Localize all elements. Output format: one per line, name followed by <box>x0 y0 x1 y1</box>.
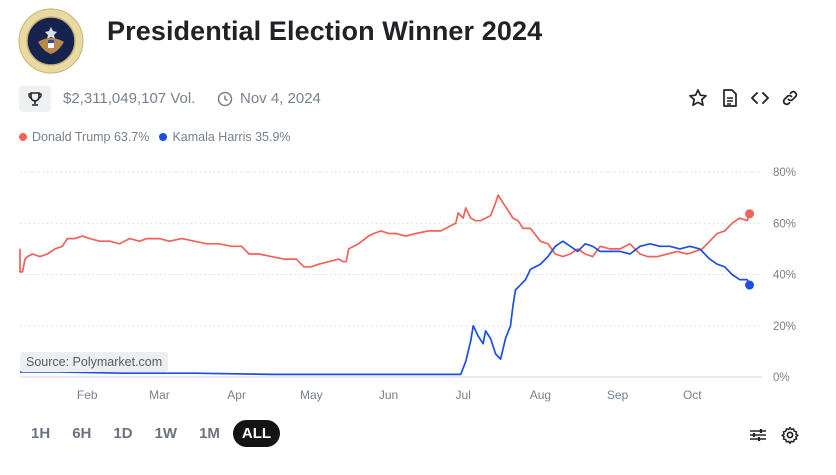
legend-item-harris: Kamala Harris 35.9% <box>159 130 291 144</box>
y-tick-label: 60% <box>773 218 796 230</box>
clock-icon <box>217 91 233 107</box>
embed-button[interactable] <box>748 86 772 110</box>
legend-dot-harris <box>159 133 168 141</box>
price-history-chart[interactable]: 0% 20% 40% 60% 80% Feb Mar Apr May Jun Jul Aug Sep Oc… <box>0 150 836 412</box>
x-tick-label: Oct <box>683 388 702 402</box>
source-label: Source: Polymarket.com <box>20 352 169 372</box>
y-tick-label: 0% <box>773 372 790 384</box>
volume-text: $2,311,049,107 Vol. <box>63 90 196 107</box>
range-all-button[interactable]: ALL <box>232 420 281 447</box>
code-icon <box>751 92 769 104</box>
series-end-dot-donald-trump <box>745 209 755 219</box>
sliders-icon <box>750 429 766 441</box>
y-tick-label: 40% <box>773 270 796 282</box>
legend-item-trump: Donald Trump 63.7% <box>19 130 149 144</box>
series-line-kamala-harris <box>20 240 751 376</box>
page-title: Presidential Election Winner 2024 <box>107 16 543 46</box>
gear-icon <box>781 426 799 444</box>
chart-legend: Donald Trump 63.7% Kamala Harris 35.9% <box>19 130 301 144</box>
x-tick-label: Apr <box>227 388 246 402</box>
star-button[interactable] <box>686 86 710 110</box>
range-1m-button[interactable]: 1M <box>199 425 220 442</box>
settings-button[interactable] <box>779 424 801 446</box>
link-icon <box>782 90 798 106</box>
legend-label-harris: Kamala Harris 35.9% <box>172 130 291 144</box>
time-range-selector: 1H 6H 1D 1W 1M ALL <box>22 420 284 447</box>
range-1h-button[interactable]: 1H <box>31 425 51 442</box>
copy-link-button[interactable] <box>778 86 802 110</box>
range-1d-button[interactable]: 1D <box>113 425 133 442</box>
range-1w-button[interactable]: 1W <box>154 425 178 442</box>
trophy-icon <box>28 92 42 106</box>
x-tick-label: Sep <box>607 388 629 402</box>
x-tick-label: Jun <box>379 388 398 402</box>
legend-label-trump: Donald Trump 63.7% <box>32 130 150 144</box>
series-line-donald-trump <box>19 194 751 273</box>
y-tick-label: 20% <box>773 321 796 333</box>
presidential-seal-logo <box>18 8 84 74</box>
y-tick-label: 80% <box>773 167 796 179</box>
series-end-dot-kamala-harris <box>745 280 755 290</box>
x-tick-label: May <box>300 388 323 402</box>
x-tick-label: Feb <box>77 388 98 402</box>
x-tick-label: Jul <box>456 388 471 402</box>
x-tick-label: Aug <box>530 388 551 402</box>
trophy-badge <box>19 86 51 112</box>
end-date-text: Nov 4, 2024 <box>240 90 321 107</box>
x-tick-label: Mar <box>149 388 170 402</box>
chart-settings-sliders-button[interactable] <box>747 424 769 446</box>
document-icon <box>723 89 737 107</box>
legend-dot-trump <box>19 133 27 141</box>
range-6h-button[interactable]: 6H <box>72 425 92 442</box>
star-icon <box>689 89 707 107</box>
document-button[interactable] <box>718 86 742 110</box>
